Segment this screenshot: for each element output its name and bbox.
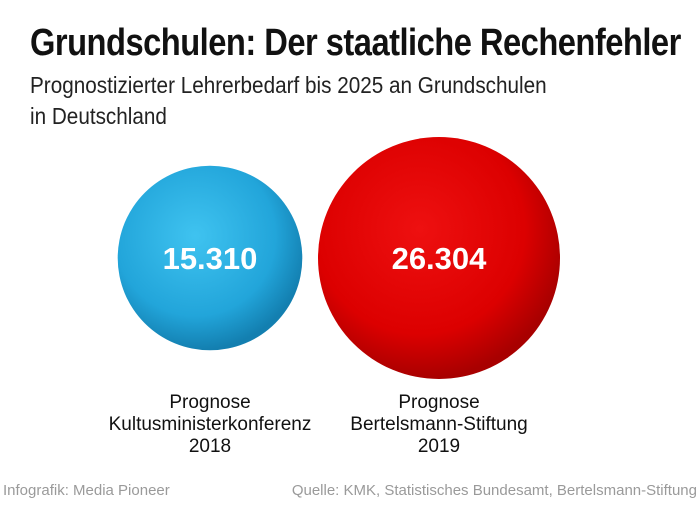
bubble-label-bertelsmann-line-3: 2019: [417, 436, 461, 457]
bubble-label-kmk-line-2: Kultusministerkonferenz: [108, 414, 312, 435]
bubble-label-kmk-line-1: Prognose: [169, 392, 251, 413]
footer-credit: Infografik: Media Pioneer: [3, 482, 170, 499]
footer-source: Quelle: KMK, Statistisches Bundesamt, Be…: [291, 482, 697, 499]
bubble-value-bertelsmann: 26.304: [392, 241, 488, 276]
subtitle-line-2: in Deutschland: [30, 103, 167, 129]
bubble-label-kmk: Prognose Kultusministerkonferenz 2018: [90, 392, 330, 458]
bubble-value-kmk: 15.310: [163, 241, 258, 276]
bubble-bertelsmann: [318, 137, 560, 379]
bubble-label-bertelsmann-line-2: Bertelsmann-Stiftung: [350, 414, 528, 435]
chart-subtitle: Prognostizierter Lehrerbedarf bis 2025 a…: [30, 70, 547, 132]
bubble-label-bertelsmann-line-1: Prognose: [398, 392, 480, 413]
subtitle-line-1: Prognostizierter Lehrerbedarf bis 2025 a…: [30, 72, 547, 98]
chart-title: Grundschulen: Der staatliche Rechenfehle…: [30, 22, 681, 64]
bubble-kmk: [117, 165, 303, 351]
bubble-label-bertelsmann: Prognose Bertelsmann-Stiftung 2019: [319, 392, 559, 458]
bubble-label-kmk-line-3: 2018: [188, 436, 232, 457]
